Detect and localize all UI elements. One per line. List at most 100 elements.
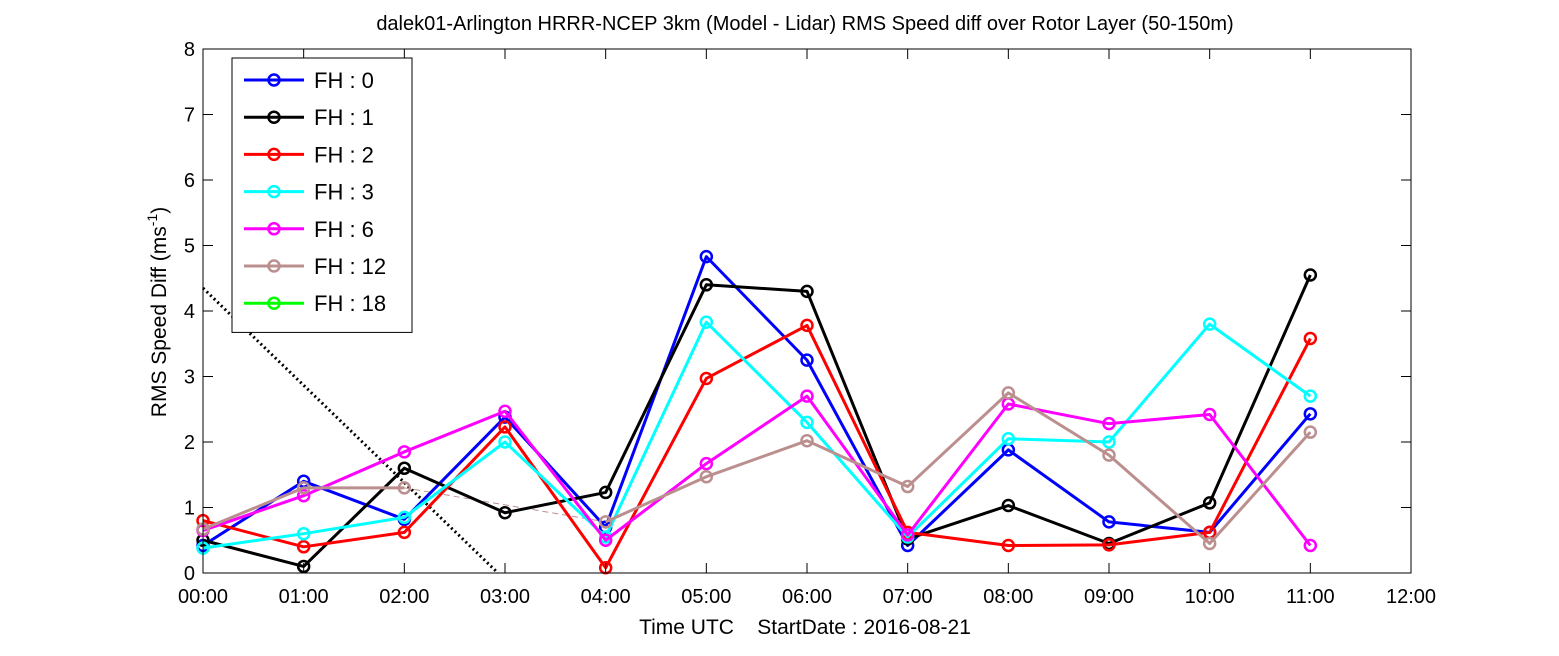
series-line-fh-6	[202, 394, 1312, 547]
y-tick-label: 6	[184, 170, 195, 192]
data-point-fh-2	[397, 525, 412, 540]
legend-swatch-marker	[267, 73, 281, 87]
data-point-fh-6	[1102, 416, 1116, 431]
chart-title: dalek01-Arlington HRRR-NCEP 3km (Model -…	[376, 13, 1233, 35]
series-fh-1	[196, 268, 1318, 574]
legend: FH : 0 FH : 1 FH : 2 FH : 3 FH : 6 FH : 12 FH …	[231, 57, 413, 333]
legend-item-fh-1: FH : 1	[244, 105, 374, 130]
data-point-fh-12	[1303, 425, 1318, 439]
y-axis-label-end: )	[148, 207, 171, 214]
legend-label: FH : 0	[314, 68, 374, 93]
legend-swatch-marker	[267, 259, 281, 273]
y-tick-label: 3	[184, 367, 195, 389]
legend-item-fh-6: FH : 6	[244, 217, 374, 242]
data-point-fh-3	[1001, 431, 1016, 446]
data-point-fh-12	[900, 479, 915, 494]
legend-box	[231, 57, 413, 333]
x-tick-label: 11:00	[1286, 586, 1335, 608]
data-point-fh-6	[598, 533, 613, 547]
data-point-fh-6	[800, 389, 814, 403]
data-point-fh-12	[296, 481, 311, 495]
data-point-fh-12	[598, 515, 613, 529]
y-axis-label-superscript: -1	[144, 214, 160, 227]
series-line-fh-12	[202, 486, 405, 531]
data-point-fh-6	[1303, 538, 1318, 553]
data-point-fh-1	[800, 284, 814, 299]
data-point-fh-3	[397, 510, 412, 525]
data-point-fh-2	[1303, 331, 1318, 346]
legend-label: FH : 6	[314, 217, 374, 242]
data-point-fh-3	[1102, 435, 1116, 449]
legend-swatch-marker	[267, 110, 281, 124]
data-point-fh-12	[1001, 386, 1016, 400]
legend-item-fh-0: FH : 0	[244, 68, 374, 93]
data-point-fh-1	[498, 505, 512, 520]
data-point-fh-1	[598, 485, 613, 500]
data-point-fh-6	[397, 445, 412, 459]
y-tick-label: 7	[184, 105, 195, 127]
data-point-fh-1	[699, 278, 714, 292]
y-axis-ticks: 0 1 2 3 4 5 6 7 8	[184, 39, 1411, 585]
data-point-fh-6	[498, 404, 512, 418]
data-point-fh-0	[800, 353, 814, 367]
dotted-reference-line	[201, 286, 499, 575]
y-tick-label: 2	[184, 432, 195, 454]
series-fh-12	[196, 386, 1318, 551]
data-point-fh-2	[699, 371, 714, 386]
data-point-fh-2	[800, 318, 814, 333]
legend-item-fh-12: FH : 12	[244, 254, 386, 279]
data-point-fh-3	[1202, 317, 1217, 331]
data-point-fh-3	[498, 435, 512, 449]
data-point-fh-12	[699, 469, 714, 484]
legend-item-fh-18: FH : 18	[244, 291, 386, 316]
data-point-fh-1	[397, 461, 412, 475]
y-tick-label: 4	[184, 301, 195, 323]
x-tick-label: 10:00	[1185, 586, 1235, 608]
x-tick-label: 02:00	[379, 586, 429, 608]
data-point-fh-3	[699, 315, 714, 329]
data-point-fh-12	[1102, 448, 1116, 462]
legend-label: FH : 12	[314, 254, 386, 279]
data-point-fh-0	[1303, 407, 1318, 421]
data-point-fh-3	[800, 415, 814, 430]
data-point-fh-6	[1202, 407, 1217, 422]
x-tick-label: 09:00	[1084, 586, 1134, 608]
data-point-fh-6	[699, 456, 714, 471]
x-tick-label: 08:00	[983, 586, 1033, 608]
data-point-fh-3	[296, 526, 311, 541]
data-point-fh-12	[1202, 536, 1217, 551]
data-point-fh-2	[1001, 538, 1016, 553]
data-point-fh-2	[296, 540, 311, 554]
series-line-fh-2	[202, 323, 1312, 570]
data-point-fh-12	[397, 481, 412, 495]
x-tick-label: 00:00	[178, 586, 228, 608]
data-point-fh-6	[296, 488, 311, 503]
x-tick-label: 05:00	[681, 586, 731, 608]
x-tick-label: 01:00	[279, 586, 329, 608]
data-point-fh-1	[1202, 496, 1217, 510]
legend-label: FH : 2	[314, 142, 374, 167]
x-axis-ticks: 00:00 01:00 02:00 03:00 04:00 05:00 06:00 07:00…	[178, 49, 1436, 608]
legend-swatch-marker	[267, 296, 281, 310]
data-point-fh-0	[699, 249, 714, 264]
legend-item-fh-2: FH : 2	[244, 142, 374, 167]
legend-label: FH : 3	[314, 180, 374, 205]
series-line-fh-12	[605, 391, 1312, 546]
x-tick-label: 12:00	[1386, 586, 1436, 608]
x-tick-label: 04:00	[581, 586, 631, 608]
x-tick-label: 06:00	[782, 586, 832, 608]
y-axis-label-main: RMS Speed Diff (ms	[148, 226, 171, 417]
data-point-fh-3	[1303, 389, 1318, 403]
series-line-fh-0	[202, 255, 1312, 547]
legend-swatch-marker	[267, 222, 281, 236]
data-point-fh-6	[900, 528, 915, 542]
series-line-fh-1	[202, 274, 1312, 568]
y-tick-label: 0	[184, 563, 195, 585]
y-tick-label: 8	[184, 39, 195, 61]
data-point-fh-0	[1102, 515, 1116, 529]
legend-item-fh-3: FH : 3	[244, 180, 374, 205]
y-axis-label: RMS Speed Diff (ms-1)	[144, 207, 171, 417]
data-point-fh-1	[1303, 268, 1318, 282]
legend-swatch-marker	[267, 184, 281, 199]
